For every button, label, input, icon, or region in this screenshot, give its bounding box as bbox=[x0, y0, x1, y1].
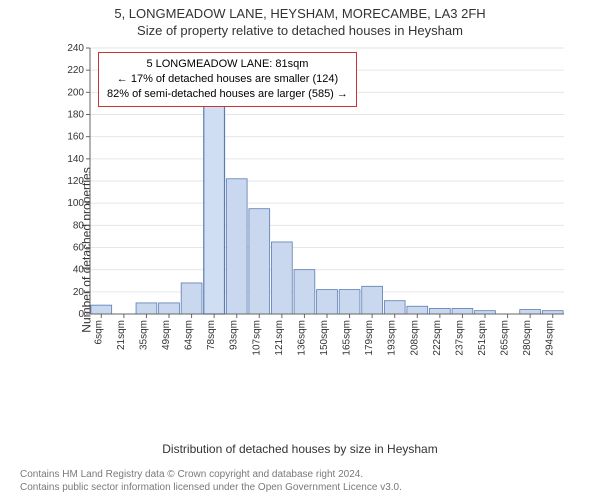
svg-text:93sqm: 93sqm bbox=[229, 320, 240, 350]
svg-text:0: 0 bbox=[78, 309, 84, 320]
svg-text:64sqm: 64sqm bbox=[184, 320, 195, 350]
footer-line2: Contains public sector information licen… bbox=[20, 481, 402, 494]
svg-text:20: 20 bbox=[73, 287, 85, 298]
svg-text:100: 100 bbox=[67, 198, 84, 209]
svg-text:222sqm: 222sqm bbox=[432, 320, 443, 356]
svg-text:21sqm: 21sqm bbox=[116, 320, 127, 350]
svg-text:35sqm: 35sqm bbox=[138, 320, 149, 350]
svg-text:220: 220 bbox=[67, 65, 84, 76]
svg-text:120: 120 bbox=[67, 176, 84, 187]
footer-line1: Contains HM Land Registry data © Crown c… bbox=[20, 468, 402, 481]
svg-text:60: 60 bbox=[73, 243, 85, 254]
svg-text:208sqm: 208sqm bbox=[409, 320, 420, 356]
svg-text:107sqm: 107sqm bbox=[251, 320, 262, 356]
annotation-line2: ← 17% of detached houses are smaller (12… bbox=[107, 72, 348, 87]
svg-text:160: 160 bbox=[67, 132, 84, 143]
svg-text:179sqm: 179sqm bbox=[364, 320, 375, 356]
annotation-line1: 5 LONGMEADOW LANE: 81sqm bbox=[107, 57, 348, 72]
svg-text:265sqm: 265sqm bbox=[500, 320, 511, 356]
svg-text:49sqm: 49sqm bbox=[161, 320, 172, 350]
svg-text:78sqm: 78sqm bbox=[206, 320, 217, 350]
svg-text:140: 140 bbox=[67, 154, 84, 165]
svg-text:251sqm: 251sqm bbox=[477, 320, 488, 356]
svg-text:136sqm: 136sqm bbox=[296, 320, 307, 356]
svg-text:240: 240 bbox=[67, 44, 84, 54]
x-axis-label: Distribution of detached houses by size … bbox=[0, 442, 600, 456]
svg-text:6sqm: 6sqm bbox=[93, 320, 104, 344]
svg-text:180: 180 bbox=[67, 110, 84, 121]
annotation-line3: 82% of semi-detached houses are larger (… bbox=[107, 87, 348, 102]
svg-text:165sqm: 165sqm bbox=[342, 320, 353, 356]
svg-text:40: 40 bbox=[73, 265, 85, 276]
svg-text:193sqm: 193sqm bbox=[387, 320, 398, 356]
svg-text:80: 80 bbox=[73, 220, 85, 231]
svg-text:294sqm: 294sqm bbox=[545, 320, 556, 356]
highlight-annotation: 5 LONGMEADOW LANE: 81sqm ← 17% of detach… bbox=[98, 52, 357, 107]
svg-text:200: 200 bbox=[67, 87, 84, 98]
chart-title-subtitle: Size of property relative to detached ho… bbox=[0, 23, 600, 38]
svg-text:121sqm: 121sqm bbox=[274, 320, 285, 356]
svg-text:280sqm: 280sqm bbox=[522, 320, 533, 356]
footer-attribution: Contains HM Land Registry data © Crown c… bbox=[20, 468, 402, 494]
chart-area: 0 20 40 60 80 100 120 140 160 180 200 220 240 6sqm 21s… bbox=[58, 44, 568, 404]
svg-text:237sqm: 237sqm bbox=[454, 320, 465, 356]
chart-title-address: 5, LONGMEADOW LANE, HEYSHAM, MORECAMBE, … bbox=[0, 6, 600, 21]
svg-text:150sqm: 150sqm bbox=[319, 320, 330, 356]
